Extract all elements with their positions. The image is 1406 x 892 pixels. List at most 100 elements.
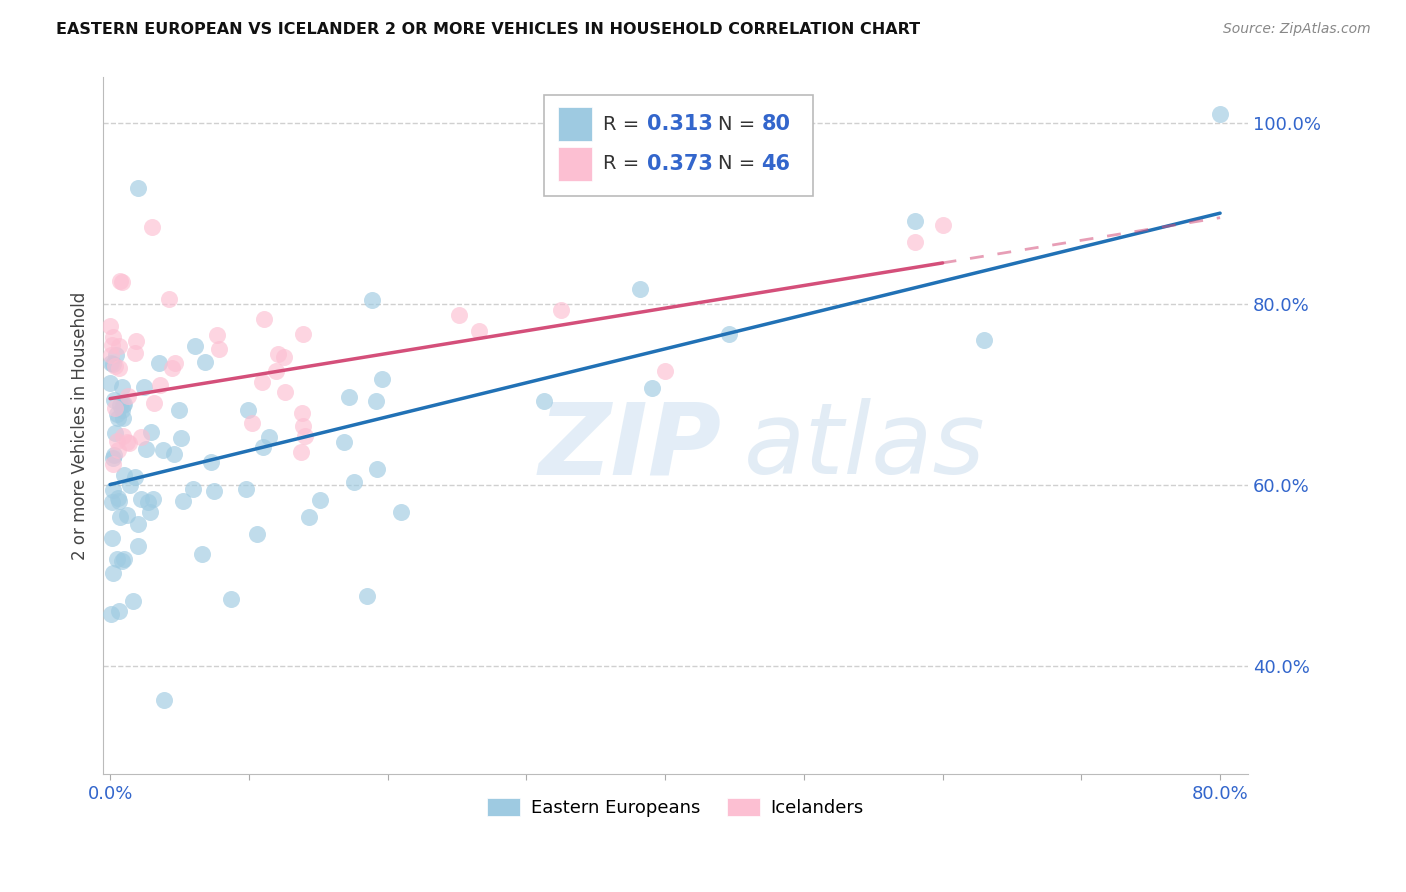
Point — [107, 604, 129, 618]
Point — [112, 551, 135, 566]
Point — [105, 551, 128, 566]
Point — [628, 282, 651, 296]
Point — [973, 333, 995, 347]
Point — [139, 425, 162, 439]
Point — [103, 392, 125, 407]
Point — [110, 403, 132, 417]
Point — [170, 430, 193, 444]
Point — [191, 547, 214, 561]
Point — [108, 361, 131, 376]
Text: 46: 46 — [761, 153, 790, 174]
Text: Source: ZipAtlas.com: Source: ZipAtlas.com — [1223, 22, 1371, 37]
Point — [202, 483, 225, 498]
Point — [127, 539, 149, 553]
Point — [121, 594, 143, 608]
Point — [101, 457, 124, 471]
Point — [641, 381, 664, 395]
Text: R =: R = — [603, 114, 645, 134]
Point — [236, 402, 259, 417]
Point — [125, 334, 148, 349]
Point — [1209, 106, 1232, 120]
Legend: Eastern Europeans, Icelanders: Eastern Europeans, Icelanders — [479, 790, 870, 824]
Point — [162, 360, 184, 375]
Point — [100, 607, 122, 621]
Point — [257, 430, 280, 444]
Point — [108, 274, 131, 288]
Point — [142, 491, 165, 506]
Point — [111, 554, 134, 568]
Point — [294, 428, 316, 442]
Text: N =: N = — [718, 154, 761, 173]
Point — [117, 389, 139, 403]
Point — [152, 442, 174, 457]
Point — [149, 378, 172, 392]
Point — [112, 467, 135, 482]
Point — [127, 181, 149, 195]
Point — [101, 357, 124, 371]
Point — [291, 405, 314, 419]
Text: 0.373: 0.373 — [647, 153, 713, 174]
FancyBboxPatch shape — [558, 147, 592, 180]
Point — [717, 326, 740, 341]
Point — [136, 495, 159, 509]
Point — [98, 376, 121, 391]
Point — [931, 219, 953, 233]
Point — [273, 384, 295, 399]
Point — [252, 440, 274, 454]
Point — [139, 504, 162, 518]
Point — [107, 443, 129, 458]
Text: 80: 80 — [761, 114, 790, 134]
Point — [98, 318, 121, 333]
Point — [181, 483, 204, 497]
Point — [194, 355, 217, 369]
Point — [904, 235, 927, 249]
Text: R =: R = — [603, 154, 645, 173]
Point — [148, 356, 170, 370]
Point — [107, 491, 129, 505]
Point — [107, 410, 129, 425]
Y-axis label: 2 or more Vehicles in Household: 2 or more Vehicles in Household — [72, 292, 89, 560]
Text: 0.313: 0.313 — [647, 114, 713, 134]
Point — [100, 356, 122, 370]
Point — [141, 220, 163, 235]
FancyBboxPatch shape — [558, 107, 592, 141]
Point — [108, 493, 131, 508]
Point — [110, 398, 132, 412]
Point — [356, 589, 378, 603]
Point — [108, 339, 131, 353]
Point — [449, 308, 471, 322]
Text: atlas: atlas — [744, 398, 986, 495]
Point — [240, 416, 263, 430]
Point — [389, 505, 412, 519]
Point — [361, 293, 384, 307]
Point — [101, 451, 124, 466]
Point — [163, 447, 186, 461]
Point — [104, 426, 127, 441]
Point — [167, 402, 190, 417]
Point — [100, 348, 122, 362]
Point — [292, 327, 315, 342]
Point — [112, 396, 135, 410]
Point — [127, 516, 149, 531]
Point — [101, 338, 124, 352]
Point — [118, 436, 141, 450]
Point — [108, 510, 131, 524]
Point — [364, 394, 387, 409]
Point — [101, 531, 124, 545]
Point — [550, 303, 572, 318]
Point — [101, 483, 124, 498]
Point — [309, 492, 332, 507]
Point — [221, 591, 243, 606]
Point — [129, 492, 152, 507]
Point — [115, 508, 138, 522]
Point — [165, 356, 187, 370]
Point — [103, 330, 125, 344]
FancyBboxPatch shape — [544, 95, 813, 196]
Point — [172, 493, 194, 508]
Point — [124, 346, 146, 360]
Point — [904, 214, 927, 228]
Text: N =: N = — [718, 114, 761, 134]
Point — [135, 442, 157, 456]
Point — [118, 478, 141, 492]
Point — [333, 434, 356, 449]
